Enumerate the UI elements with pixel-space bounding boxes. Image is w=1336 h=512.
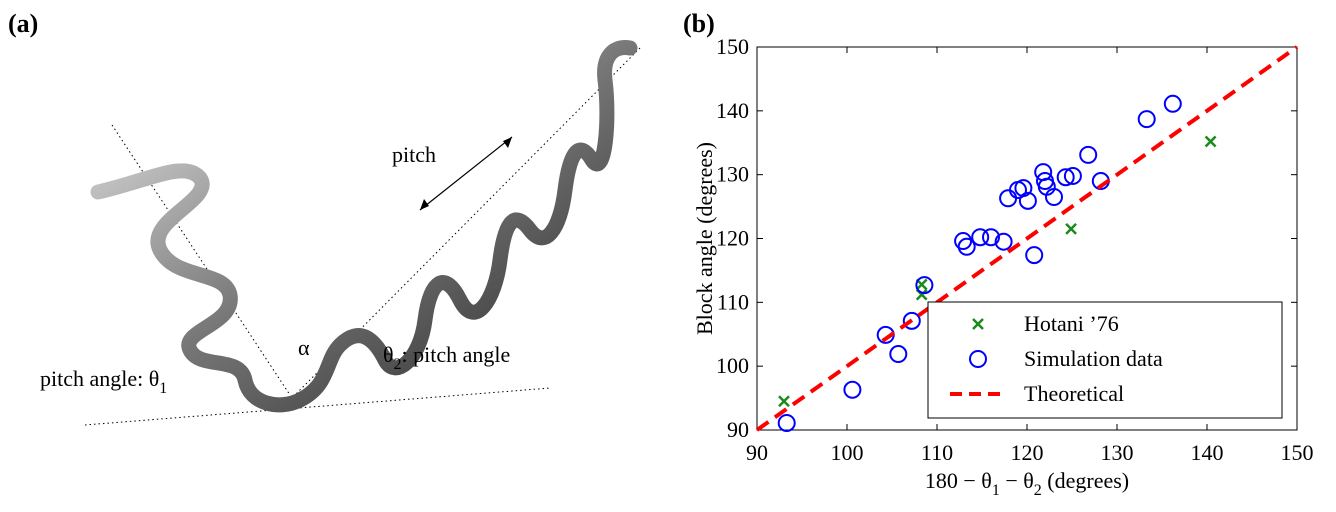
y-tick-label: 90 <box>727 417 749 442</box>
y-tick-label: 150 <box>716 34 749 59</box>
subscript: 1 <box>159 380 167 397</box>
panel-b: (b) 90 100 110 120 130 140 150 90 100 110 120 130 14… <box>683 9 1314 499</box>
x-tick-label: 90 <box>746 440 768 465</box>
circle-marker <box>843 380 862 399</box>
y-axis-label: Block angle (degrees) <box>692 142 717 335</box>
circle-marker <box>982 228 1000 247</box>
text-part: θ <box>383 342 394 367</box>
circle-marker <box>1079 145 1098 164</box>
y-tick-label: 130 <box>716 162 749 187</box>
circle-marker <box>777 413 796 432</box>
subscript: 2 <box>1034 482 1042 499</box>
x-tick-label: 150 <box>1281 440 1314 465</box>
circle-marker <box>1063 166 1082 185</box>
text-part: 180 − θ <box>925 468 992 493</box>
circle-marker <box>957 237 976 256</box>
circle-marker <box>999 189 1018 208</box>
circle-marker <box>1014 179 1033 198</box>
circle-marker <box>954 232 973 251</box>
x-marker <box>1065 223 1077 235</box>
axis-guide <box>289 47 641 401</box>
helix <box>90 40 638 413</box>
circle-marker <box>1163 94 1182 113</box>
circle-marker <box>1018 191 1037 210</box>
x-tick-label: 120 <box>1011 440 1044 465</box>
x-marker <box>778 395 790 408</box>
pitch-arrow <box>419 136 513 211</box>
circle-marker <box>902 311 921 330</box>
circle-marker <box>1137 110 1156 129</box>
right-angle-label: θ2: pitch angle <box>383 342 510 373</box>
y-tick-label: 100 <box>716 353 749 378</box>
x-tick-label: 100 <box>831 440 864 465</box>
panel-label: (b) <box>683 9 715 38</box>
circle-marker <box>994 232 1013 251</box>
x-tick-label: 140 <box>1191 440 1224 465</box>
text-part: − θ <box>1000 468 1034 493</box>
legend-box <box>927 301 1283 419</box>
y-tick-label: 110 <box>717 289 749 314</box>
text-part: : pitch angle <box>402 342 511 367</box>
theory-line <box>755 45 1299 432</box>
circle-marker <box>915 276 934 295</box>
circle-marker <box>971 228 990 247</box>
circle-marker <box>889 345 908 364</box>
panel-a: (a) pitch α pitch angle: θ1 θ2: pitch an… <box>8 9 641 426</box>
legend-label: Simulation data <box>1024 346 1163 371</box>
x-tick-label: 130 <box>1101 440 1134 465</box>
y-tick-label: 120 <box>716 226 749 251</box>
left-angle-label: pitch angle: θ1 <box>40 366 167 397</box>
x-tick-label: 110 <box>921 440 953 465</box>
x-marker <box>972 318 984 330</box>
circle-marker <box>969 350 987 368</box>
x-marker <box>1204 135 1217 148</box>
panel-label: (a) <box>8 9 38 38</box>
circle-marker <box>1056 168 1075 187</box>
legend-label: Hotani ’76 <box>1024 311 1119 336</box>
base-guide <box>84 387 551 426</box>
x-axis-label: 180 − θ1 − θ2 (degrees) <box>925 468 1129 499</box>
legend: Hotani ’76 Simulation data Theoretical <box>927 301 1283 419</box>
subscript: 2 <box>394 356 402 373</box>
alpha-label: α <box>298 335 310 360</box>
circle-marker <box>1025 246 1044 265</box>
legend-label: Theoretical <box>1024 381 1124 406</box>
text-part: (degrees) <box>1042 468 1129 493</box>
y-tick-label: 140 <box>716 98 749 123</box>
circle-marker <box>1045 188 1063 207</box>
text-part: pitch angle: θ <box>40 366 159 391</box>
pitch-label: pitch <box>392 142 436 167</box>
subscript: 1 <box>992 482 1000 499</box>
